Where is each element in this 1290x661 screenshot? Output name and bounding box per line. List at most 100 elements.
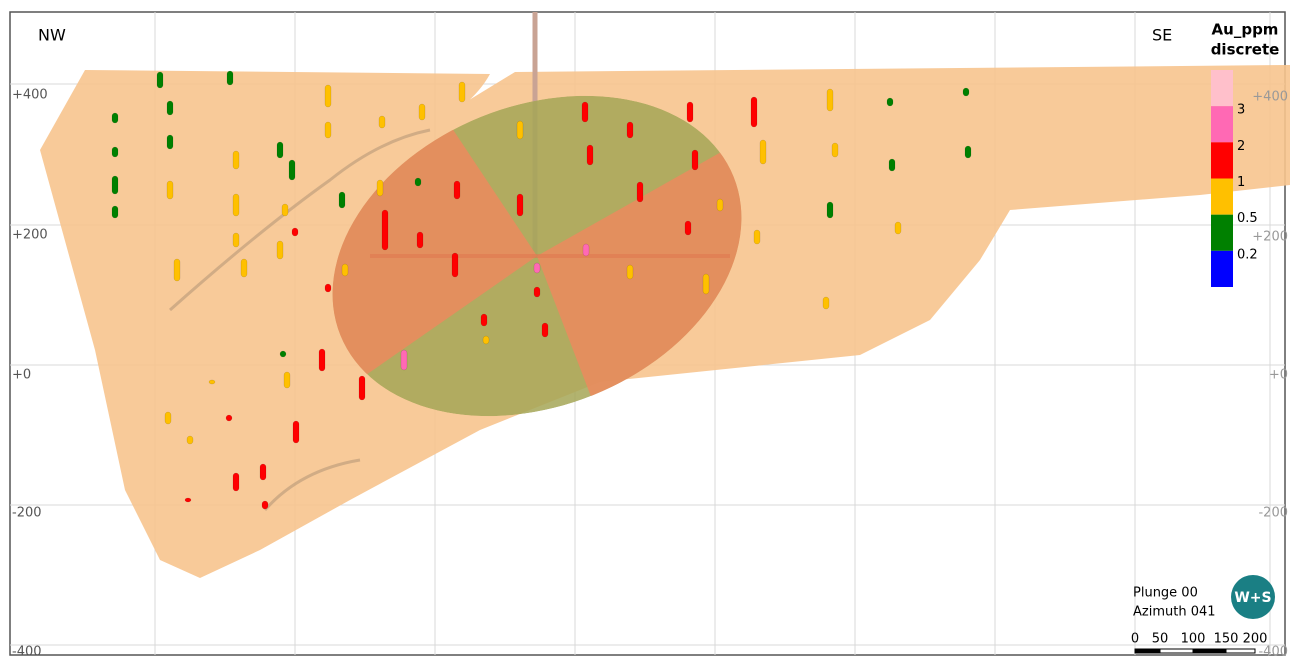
drillhole <box>964 145 972 159</box>
drillhole <box>111 175 119 195</box>
drillhole <box>414 177 422 187</box>
legend-swatch <box>1211 106 1233 143</box>
drillhole <box>453 180 461 200</box>
drillhole <box>156 71 164 89</box>
drillhole <box>111 146 119 158</box>
drillhole <box>341 263 349 277</box>
drillhole <box>184 497 192 503</box>
drillhole <box>164 411 172 425</box>
drillhole <box>541 322 549 338</box>
direction-label: NW <box>38 26 66 45</box>
legend-label: 0.2 <box>1237 247 1258 262</box>
drillhole <box>753 229 761 245</box>
fold-shadow <box>169 128 431 312</box>
drillholes <box>111 70 972 510</box>
scale-segment <box>1159 648 1194 654</box>
drillhole <box>759 139 767 165</box>
legend-label: 0.5 <box>1237 211 1258 226</box>
drillhole <box>962 87 970 97</box>
drillhole <box>276 141 284 159</box>
drillhole <box>166 100 174 116</box>
drillhole <box>225 414 233 422</box>
drillhole <box>226 70 234 86</box>
drillhole <box>516 120 524 140</box>
drillhole <box>338 191 346 209</box>
drillhole <box>166 180 174 200</box>
legend-swatch <box>1211 250 1233 287</box>
legend-label: 1 <box>1237 175 1245 190</box>
drillhole <box>261 500 269 510</box>
drillhole <box>281 203 289 217</box>
axis-label: +200 <box>1252 230 1288 245</box>
legend-label: 3 <box>1237 103 1245 118</box>
drillhole <box>418 103 426 121</box>
axis-label: -200 <box>1258 506 1288 521</box>
drillhole <box>208 379 216 385</box>
drillhole <box>186 435 194 445</box>
drillhole <box>400 349 408 371</box>
legend-swatch <box>1211 70 1233 107</box>
drillhole <box>324 121 332 139</box>
drillhole <box>586 144 594 166</box>
drillhole <box>626 264 634 280</box>
drillhole <box>533 286 541 298</box>
drillhole <box>259 463 267 481</box>
drillhole <box>886 97 894 107</box>
scale-label: 150 <box>1214 632 1239 647</box>
drillhole <box>111 205 119 219</box>
axis-label: +0 <box>1269 368 1288 383</box>
drillhole <box>831 142 839 158</box>
drillhole <box>516 193 524 217</box>
drillhole <box>826 201 834 219</box>
plunge: Plunge 00 <box>1133 586 1198 601</box>
fold-shadow <box>263 458 361 511</box>
legend-subtitle: discrete <box>1211 41 1280 59</box>
drillhole <box>166 134 174 150</box>
drillhole <box>684 220 692 236</box>
axis-label: -400 <box>1258 645 1288 658</box>
scale-label: 200 <box>1243 632 1268 647</box>
legend-swatch <box>1211 178 1233 215</box>
drillhole <box>291 227 299 237</box>
drillhole <box>111 112 119 124</box>
drillhole <box>318 348 326 372</box>
drillhole <box>173 258 181 282</box>
scale-label: 0 <box>1131 632 1139 647</box>
drillhole <box>232 472 240 492</box>
legend-swatch <box>1211 142 1233 179</box>
scale-label: 50 <box>1152 632 1169 647</box>
drillhole <box>636 181 644 203</box>
drillhole <box>376 179 384 197</box>
legend-label: 2 <box>1237 139 1245 154</box>
drillhole <box>283 371 291 389</box>
axis-label: +400 <box>12 88 48 103</box>
drillhole <box>626 121 634 139</box>
drillhole <box>686 101 694 123</box>
axis-label: -400 <box>12 645 42 658</box>
direction-label: SE <box>1152 26 1172 45</box>
axis-label: +0 <box>12 368 31 383</box>
scale-segment <box>1134 648 1161 654</box>
drillhole <box>702 273 710 295</box>
drillhole <box>276 240 284 260</box>
drillhole <box>458 81 466 103</box>
drillhole <box>292 420 300 444</box>
legend-title: Au_ppm <box>1212 21 1279 39</box>
drillhole <box>480 313 488 327</box>
drillhole <box>581 101 589 123</box>
drillhole <box>279 350 287 358</box>
logo-text: W+S <box>1234 590 1271 606</box>
axis-label: +200 <box>12 228 48 243</box>
scale-segment <box>1225 648 1256 654</box>
drillhole <box>232 150 240 170</box>
drillhole <box>324 84 332 108</box>
drillhole <box>240 258 248 278</box>
drillhole <box>826 88 834 112</box>
scale-segment <box>1192 648 1227 654</box>
drillhole <box>822 296 830 310</box>
drillhole <box>232 232 240 248</box>
drillhole <box>232 193 240 217</box>
drillhole <box>451 252 459 278</box>
axis-label: +400 <box>1252 90 1288 105</box>
azimuth: Azimuth 041 <box>1133 605 1216 620</box>
